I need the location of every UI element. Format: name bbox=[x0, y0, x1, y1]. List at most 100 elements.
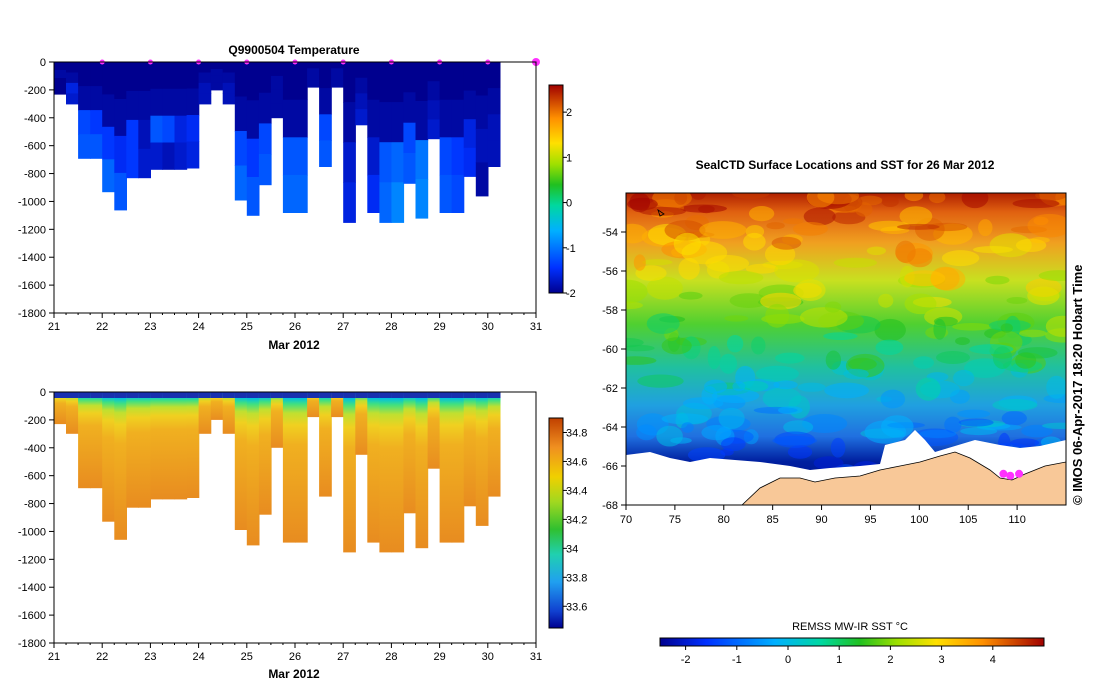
salinity-colorbar-tick-label: 34.2 bbox=[566, 514, 587, 526]
sst-patch bbox=[875, 339, 904, 355]
salinity-column bbox=[234, 392, 248, 530]
temperature-cell bbox=[415, 179, 429, 219]
temperature-cell bbox=[54, 86, 67, 95]
map-ytick-label: -54 bbox=[602, 227, 618, 239]
salinity-column bbox=[463, 392, 477, 507]
temperature-cell bbox=[138, 90, 151, 121]
sst-colorbar-tick-label: 1 bbox=[836, 654, 842, 666]
temperature-ytick-label: -600 bbox=[24, 141, 46, 153]
sst-texture bbox=[626, 193, 1066, 505]
salinity-column bbox=[90, 392, 103, 489]
salinity-surface-band bbox=[102, 392, 115, 398]
temperature-cell bbox=[66, 62, 79, 73]
salinity-xtick-label: 22 bbox=[96, 651, 108, 663]
sst-colorbar-tick-label: 2 bbox=[887, 654, 893, 666]
salinity-surface-band bbox=[295, 392, 308, 398]
temperature-xtick-label: 21 bbox=[48, 321, 60, 333]
salinity-surface-band bbox=[258, 392, 272, 398]
salinity-column bbox=[487, 392, 501, 497]
sst-patch bbox=[973, 246, 1013, 254]
sst-patch bbox=[904, 293, 937, 315]
map-xtick-label: 85 bbox=[767, 514, 779, 526]
map-axes: 70 75 80 85 90 95 100 105 110 -54 -56 -58 -60 -62 -64 -… bbox=[602, 227, 1026, 526]
sst-patch bbox=[626, 356, 657, 365]
salinity-column bbox=[246, 392, 260, 546]
salinity-column bbox=[331, 392, 344, 418]
temperature-cell bbox=[222, 82, 236, 94]
sst-patch bbox=[673, 232, 701, 256]
sst-patch bbox=[661, 413, 709, 425]
temperature-cell bbox=[126, 119, 139, 150]
salinity-column bbox=[186, 392, 200, 498]
temperature-cell bbox=[331, 68, 344, 76]
temperature-ytick-label: -1800 bbox=[18, 308, 46, 320]
sst-patch bbox=[1001, 411, 1027, 426]
temperature-cell bbox=[463, 62, 477, 92]
temperature-cell bbox=[198, 82, 212, 94]
salinity-surface-band bbox=[114, 392, 127, 398]
temperature-cell bbox=[66, 72, 79, 84]
salinity-surface-band bbox=[162, 392, 176, 398]
salinity-surface-band bbox=[319, 392, 332, 398]
salinity-colorbar-tick-label: 34.4 bbox=[566, 485, 587, 497]
sst-patch bbox=[881, 415, 914, 438]
salinity-surface-band bbox=[391, 392, 405, 398]
sst-patch bbox=[824, 301, 842, 313]
salinity-column bbox=[210, 392, 224, 420]
temperature-cell bbox=[174, 88, 188, 117]
temperature-cell bbox=[451, 137, 465, 176]
temperature-cell bbox=[174, 62, 188, 90]
salinity-column bbox=[78, 392, 91, 489]
temperature-cell bbox=[54, 70, 67, 79]
temperature-cell bbox=[198, 93, 212, 105]
temperature-cell bbox=[222, 93, 236, 105]
sst-patch bbox=[718, 270, 764, 285]
salinity-colorbar-tick-label: 33.8 bbox=[566, 572, 587, 584]
temperature-cell bbox=[234, 165, 248, 201]
salinity-surface-band bbox=[138, 392, 151, 398]
salinity-colorbar: 34.8 34.6 34.4 34.2 34 33.8 33.6 bbox=[548, 417, 587, 629]
sst-colorbar: REMSS MW-IR SST °C -2 -1 0 1 2 3 4 bbox=[659, 621, 1045, 666]
sst-patch bbox=[874, 318, 906, 342]
salinity-column bbox=[415, 392, 429, 549]
sst-patch bbox=[941, 250, 980, 267]
temperature-cell bbox=[343, 142, 356, 183]
temperature-cell bbox=[54, 62, 67, 71]
sst-colorbar-tick-label: 0 bbox=[785, 654, 791, 666]
sst-patch bbox=[627, 197, 658, 211]
sst-patch bbox=[626, 223, 648, 244]
temperature-cell bbox=[427, 119, 441, 140]
temperature-cell bbox=[487, 114, 501, 141]
temperature-cell bbox=[307, 62, 320, 69]
temperature-cell bbox=[102, 159, 115, 193]
sst-patch bbox=[1027, 213, 1066, 238]
temperature-cell bbox=[66, 93, 79, 105]
map-xtick-label: 110 bbox=[1008, 514, 1026, 526]
sst-patch bbox=[929, 193, 946, 204]
salinity-surface-band bbox=[78, 392, 91, 398]
sst-patch bbox=[825, 350, 842, 370]
salinity-column bbox=[451, 392, 465, 543]
seal-location-point bbox=[1006, 471, 1015, 480]
temperature-cell bbox=[150, 62, 164, 90]
temperature-colorbar-tick-label: 0 bbox=[566, 198, 572, 210]
sst-colorbar-tick-label: 3 bbox=[939, 654, 945, 666]
sst-patch bbox=[800, 307, 848, 328]
sst-patch bbox=[1038, 270, 1066, 282]
temperature-cell bbox=[355, 77, 368, 94]
salinity-surface-band bbox=[307, 392, 320, 398]
salinity-column bbox=[307, 392, 320, 418]
salinity-xtick-label: 30 bbox=[482, 651, 494, 663]
temperature-cell bbox=[150, 88, 164, 117]
salinity-surface-band bbox=[355, 392, 368, 398]
temperature-cell bbox=[186, 88, 200, 116]
temperature-cell bbox=[114, 172, 127, 211]
salinity-column bbox=[54, 392, 67, 425]
temperature-cell bbox=[270, 75, 284, 91]
salinity-colorbar-tick-label: 34 bbox=[566, 543, 578, 555]
watermark: © IMOS 06-Apr-2017 18:20 Hobart Time bbox=[1070, 264, 1085, 505]
salinity-colorbar-tick-label: 33.6 bbox=[566, 601, 587, 613]
temperature-cell bbox=[379, 182, 393, 223]
map-ytick-label: -64 bbox=[602, 422, 618, 434]
salinity-column bbox=[174, 392, 188, 500]
